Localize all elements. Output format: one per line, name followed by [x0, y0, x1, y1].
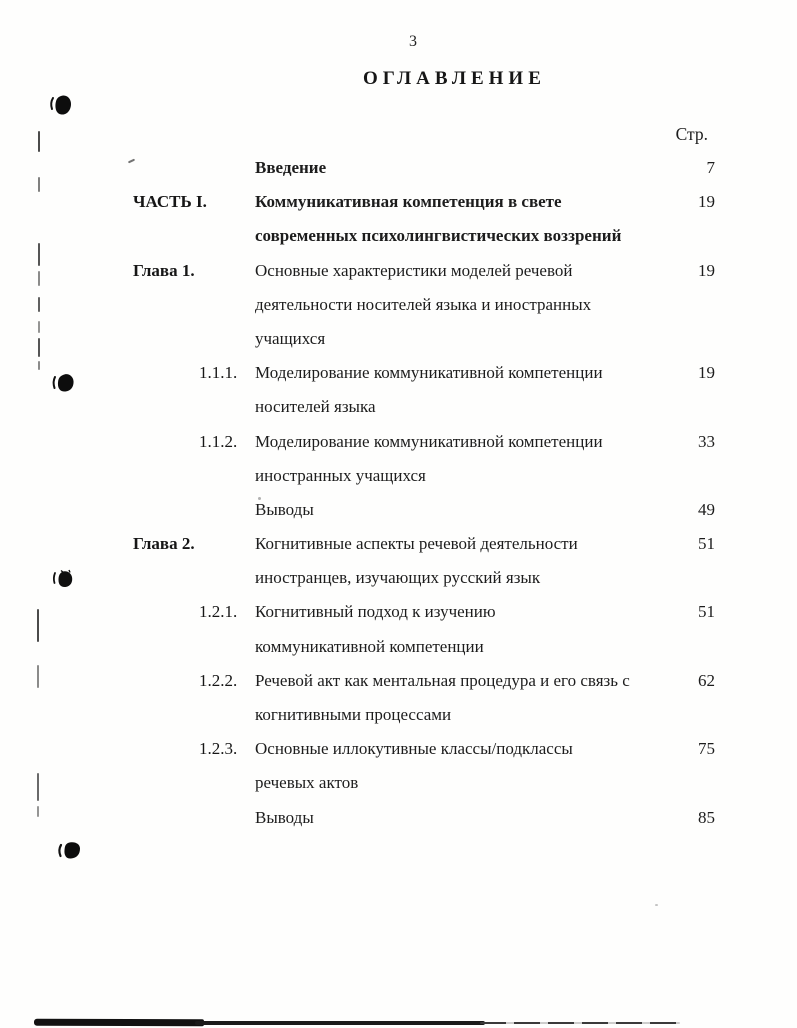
toc-title-line: учащихся	[255, 328, 326, 348]
toc-title-line: иностранцев, изучающих русский язык	[255, 568, 541, 588]
toc-page-number: 75	[698, 739, 715, 759]
scan-scratch	[38, 338, 40, 357]
toc-page-number: 85	[698, 807, 715, 827]
toc-page-number: 7	[706, 158, 716, 177]
toc-row-chapter-1: Глава 1. Основные характеристики моделей…	[133, 254, 715, 357]
toc-title-line: когнитивными процессами	[255, 705, 452, 724]
page-bottom-edge-line	[480, 1021, 680, 1024]
toc-row-part-1: ЧАСТЬ I. Коммуникативная компетенция в с…	[133, 185, 715, 253]
toc-title-line: Речевой акт как ментальная процедура и е…	[255, 670, 630, 690]
scan-scratch	[38, 361, 40, 370]
toc-title-line: Основные иллокутивные классы/подклассы	[255, 739, 573, 759]
scan-speck	[655, 904, 658, 906]
toc-title-line: коммуникативной компетенции	[255, 636, 484, 656]
toc-title-line: речевых актов	[255, 773, 359, 793]
scan-speck	[170, 268, 173, 271]
toc-row-1-2-1: 1.2.1. Когнитивный подход к изучению ком…	[133, 595, 715, 663]
toc-row-1-2-2: 1.2.2. Речевой акт как ментальная процед…	[133, 664, 715, 732]
page-bottom-edge-line	[195, 1021, 485, 1025]
ink-blot	[50, 95, 71, 115]
toc-page-number: 49	[698, 499, 715, 519]
toc-title-line: иностранных учащихся	[255, 465, 426, 485]
scan-scratch	[38, 297, 40, 312]
scan-scratch	[38, 321, 40, 333]
page-title: ОГЛАВЛЕНИЕ	[363, 68, 546, 89]
toc-page-number: 33	[698, 431, 715, 451]
toc-label: ЧАСТЬ I.	[133, 192, 207, 212]
toc-page-number: 51	[698, 534, 715, 554]
toc-page-number: 62	[698, 670, 715, 690]
toc-title-line: современных психолингвистических воззрен…	[255, 226, 622, 246]
ink-blot	[58, 842, 80, 859]
scan-scratch	[37, 806, 39, 817]
toc-page-number: 19	[698, 363, 715, 383]
page-bottom-edge-line	[33, 1018, 205, 1026]
toc-title-line: Основные характеристики моделей речевой	[255, 260, 573, 280]
toc-title-line: деятельности носителей языка и иностранн…	[255, 294, 592, 314]
scan-scratch	[38, 243, 40, 266]
toc-label: 1.1.2.	[199, 431, 238, 451]
toc-title-line: Выводы	[255, 807, 314, 827]
toc-title-line: Моделирование коммуникативной компетенци…	[255, 431, 603, 451]
toc-row-1-1-2: 1.1.2. Моделирование коммуникативной ком…	[133, 425, 715, 493]
scan-scratch	[38, 131, 40, 152]
ink-blot	[52, 374, 74, 392]
toc-label: 1.2.3.	[199, 739, 238, 759]
table-of-contents: Введение 7 ЧАСТЬ I. Коммуникативная комп…	[133, 151, 715, 835]
toc-row-1-2-3: 1.2.3. Основные иллокутивные классы/подк…	[133, 732, 715, 800]
scan-scratch	[37, 609, 39, 642]
toc-label	[133, 493, 255, 527]
toc-label	[133, 151, 255, 185]
toc-row-conclusions-1: Выводы 49	[133, 493, 715, 527]
toc-row-introduction: Введение 7	[133, 151, 715, 185]
scan-scratch	[37, 773, 39, 801]
toc-label	[133, 801, 255, 835]
toc-row-1-1-1: 1.1.1. Моделирование коммуникативной ком…	[133, 356, 715, 424]
ink-blot	[52, 569, 73, 588]
toc-label: 1.2.1.	[199, 602, 238, 622]
toc-title-line: Выводы	[255, 499, 314, 519]
toc-row-chapter-2: Глава 2. Когнитивные аспекты речевой дея…	[133, 527, 715, 595]
toc-title-line: Введение	[255, 158, 327, 177]
scan-scratch	[37, 665, 39, 688]
page-column-header: Стр.	[675, 124, 708, 144]
toc-label: Глава 2.	[133, 534, 195, 554]
scan-scratch	[38, 177, 40, 192]
toc-title-line: Когнитивный подход к изучению	[255, 602, 496, 622]
toc-label: 1.2.2.	[199, 670, 238, 690]
toc-page-number: 19	[698, 260, 715, 280]
toc-title-line: Моделирование коммуникативной компетенци…	[255, 363, 603, 383]
page-number: 3	[409, 33, 417, 50]
toc-title-line: носителей языка	[255, 397, 376, 417]
toc-title-line: Когнитивные аспекты речевой деятельности	[255, 534, 578, 554]
scan-speck	[258, 497, 261, 500]
toc-label: 1.1.1.	[199, 363, 238, 383]
toc-page-number: 19	[698, 192, 715, 212]
toc-page-number: 51	[698, 602, 715, 622]
scan-scratch	[38, 271, 40, 286]
toc-title-line: Коммуникативная компетенция в свете	[255, 192, 562, 212]
toc-label: Глава 1.	[133, 260, 195, 280]
toc-row-conclusions-2: Выводы 85	[133, 801, 715, 835]
